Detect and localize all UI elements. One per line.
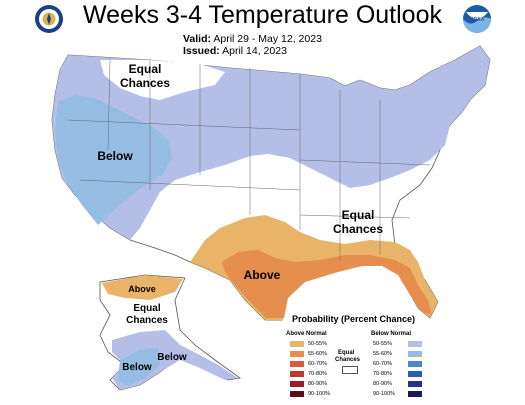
- label-equal-chances-north: Equal: [129, 62, 162, 76]
- valid-value: April 29 - May 12, 2023: [213, 33, 322, 45]
- noaa-logo-icon: NOAA: [463, 5, 491, 33]
- valid-label: Valid:: [183, 33, 212, 45]
- valid-dates: Valid: April 29 - May 12, 2023: [183, 33, 322, 45]
- legend-below-item-swatch: [408, 381, 422, 387]
- legend-above-item-label: 80-90%: [308, 381, 327, 387]
- department-of-commerce-seal-icon: [35, 5, 63, 33]
- region-equal-north: [100, 60, 225, 100]
- label-alaska-above: Above: [128, 284, 156, 294]
- legend-below-item-label: 50-55%: [373, 341, 392, 347]
- legend-below-item-swatch: [408, 361, 422, 367]
- legend-below-item-label: 80-90%: [373, 381, 392, 387]
- legend-below-header: Below Normal: [371, 331, 412, 337]
- legend-above-item-swatch: [290, 391, 304, 397]
- legend-equal-label: Equal: [338, 350, 355, 356]
- legend-below-item-label: 70-80%: [373, 371, 392, 377]
- map-title: Weeks 3-4 Temperature Outlook: [83, 1, 442, 29]
- legend-below-item-swatch: [408, 341, 422, 347]
- legend-below-item-label: 60-70%: [373, 361, 392, 367]
- legend-above-item-swatch: [290, 351, 304, 357]
- legend-below-item-swatch: [408, 371, 422, 377]
- label-alaska-equal: Equal: [133, 303, 160, 314]
- label-alaska-below-2: Below: [122, 362, 152, 373]
- noaa-logo-text: NOAA: [470, 17, 485, 23]
- legend-below-item-swatch: [408, 391, 422, 397]
- label-alaska-below-1: Below: [157, 352, 187, 363]
- label-alaska-equal-2: Chances: [126, 315, 168, 326]
- issued-value: April 14, 2023: [222, 45, 287, 57]
- legend-above-item-label: 60-70%: [308, 361, 327, 367]
- alaska-below-dark-region: [118, 348, 160, 386]
- state-boundaries: [67, 59, 431, 260]
- label-equal-chances-southeast: Equal: [342, 208, 375, 222]
- region-below-55-60: [55, 95, 172, 225]
- legend-above-header: Above Normal: [286, 331, 327, 337]
- legend-above-item-swatch: [290, 361, 304, 367]
- issued-date: Issued: April 14, 2023: [183, 45, 287, 57]
- legend-above-item-label: 70-80%: [308, 371, 327, 377]
- legend-equal-swatch: [342, 366, 358, 374]
- legend-below-item-swatch: [408, 351, 422, 357]
- legend-above-item-swatch: [290, 381, 304, 387]
- legend-equal-label-2: Chances: [335, 357, 361, 363]
- legend-above-item-label: 50-55%: [308, 341, 327, 347]
- label-equal-chances-north-2: Chances: [120, 76, 170, 90]
- issued-label: Issued:: [183, 45, 220, 57]
- legend-title: Probability (Percent Chance): [292, 314, 416, 324]
- legend-above-item-swatch: [290, 341, 304, 347]
- legend-above-item-label: 90-100%: [308, 391, 331, 397]
- legend-below-item-label: 55-60%: [373, 351, 392, 357]
- region-above-55-60: [222, 250, 432, 318]
- legend-above-item-label: 55-60%: [308, 351, 327, 357]
- label-equal-chances-southeast-2: Chances: [333, 222, 383, 236]
- legend-below-item-label: 90-100%: [373, 391, 396, 397]
- label-above-south: Above: [244, 268, 281, 282]
- legend-above-item-swatch: [290, 371, 304, 377]
- alaska-above-region: [102, 275, 183, 300]
- label-below-west: Below: [97, 149, 133, 163]
